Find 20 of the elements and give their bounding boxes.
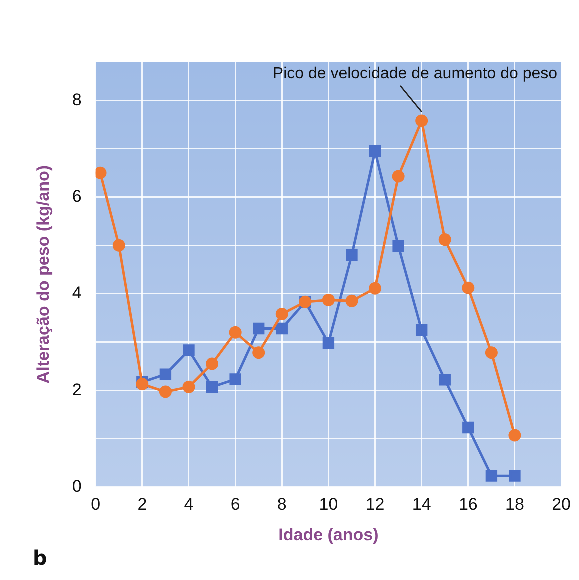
x-tick-label: 6: [230, 495, 240, 514]
x-tick-label: 2: [138, 495, 148, 514]
y-tick-label: 0: [72, 476, 82, 496]
y-axis-title: Alteração do peso (kg/ano): [34, 166, 53, 384]
x-axis-title: Idade (anos): [278, 525, 379, 544]
x-tick-label: 14: [412, 495, 432, 514]
x-tick-label: 10: [319, 495, 338, 514]
y-tick-label: 8: [72, 90, 82, 110]
x-tick-label: 0: [91, 495, 101, 514]
y-tick-label: 2: [72, 380, 82, 400]
x-tick-label: 8: [277, 495, 287, 514]
x-tick-label: 12: [366, 495, 385, 514]
y-tick-label: 4: [72, 284, 82, 303]
y-tick-label: 6: [72, 186, 82, 206]
annotation: Pico de velocidade de aumento do peso: [272, 65, 558, 82]
text: b: [33, 546, 48, 570]
x-tick-label: 4: [184, 495, 194, 514]
x-tick-label: 18: [506, 495, 524, 514]
x-tick-label: 20: [552, 495, 572, 514]
x-tick-label: 16: [458, 495, 478, 514]
